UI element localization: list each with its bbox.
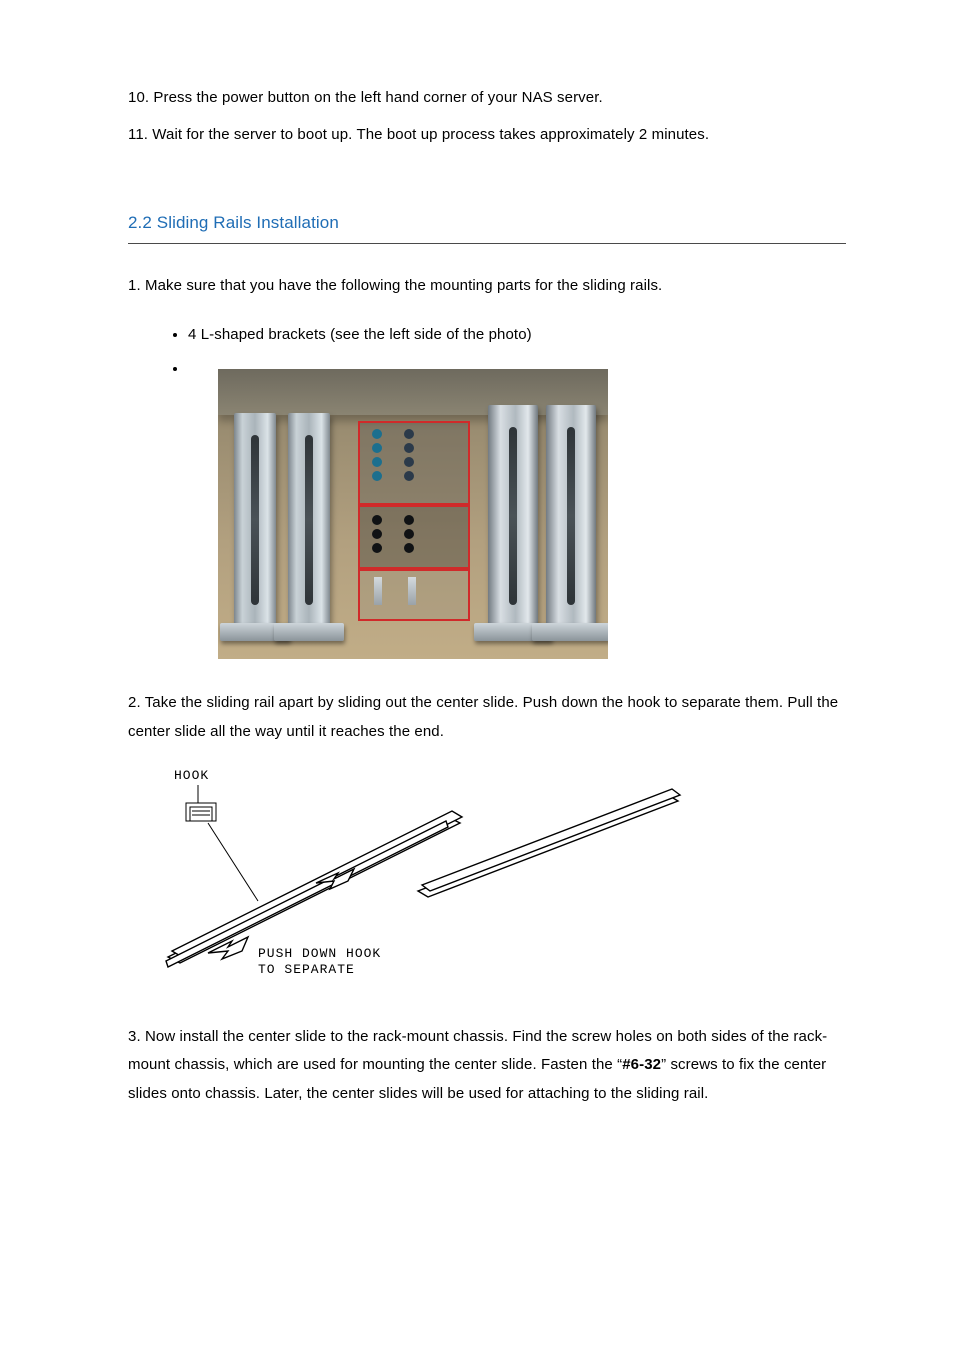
bullet-list: 4 L-shaped brackets (see the left side o… <box>188 321 846 364</box>
step-1: 1. Make sure that you have the following… <box>128 272 846 301</box>
part-icon <box>374 577 382 605</box>
figure-1 <box>218 369 846 659</box>
bracket-icon <box>546 405 596 631</box>
step-2: 2. Take the sliding rail apart by slidin… <box>128 689 846 746</box>
rail-diagram-icon: HOOK <box>148 761 708 981</box>
step-3: 3. Now install the center slide to the r… <box>128 1023 846 1109</box>
push-label-2: TO SEPARATE <box>258 962 355 977</box>
figure-2: HOOK <box>148 761 846 992</box>
photo-brackets <box>218 369 608 659</box>
document-page: 10. Press the power button on the left h… <box>0 0 954 1350</box>
section-heading: 2.2 Sliding Rails Installation <box>128 207 846 239</box>
bracket-icon <box>288 413 330 631</box>
bullet-item: 4 L-shaped brackets (see the left side o… <box>188 321 846 350</box>
step-10: 10. Press the power button on the left h… <box>128 84 846 113</box>
hook-label: HOOK <box>174 768 209 783</box>
bracket-icon <box>234 413 276 631</box>
bracket-icon <box>488 405 538 631</box>
section-rule <box>128 243 846 244</box>
bullet-item-empty <box>188 355 846 363</box>
step-3-bold: #6-32 <box>622 1056 661 1073</box>
push-label-1: PUSH DOWN HOOK <box>258 946 381 961</box>
part-icon <box>408 577 416 605</box>
step-11: 11. Wait for the server to boot up. The … <box>128 121 846 150</box>
